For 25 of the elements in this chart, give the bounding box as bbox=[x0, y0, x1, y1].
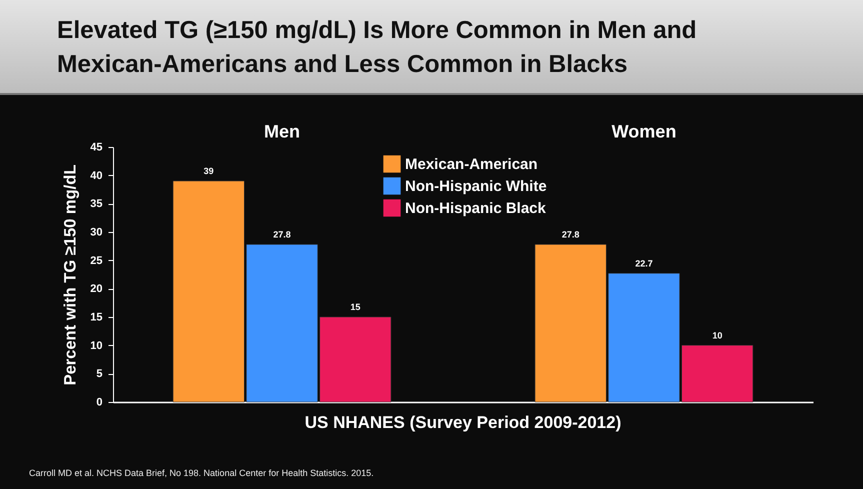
legend-label: Non-Hispanic White bbox=[405, 178, 547, 195]
y-tick-label: 30 bbox=[90, 226, 102, 238]
x-tick-label: Women bbox=[612, 122, 676, 142]
data-label: 15 bbox=[350, 302, 360, 312]
y-tick-label: 20 bbox=[90, 283, 102, 296]
y-tick-label: 45 bbox=[90, 142, 102, 154]
x-tick-label: Men bbox=[264, 122, 300, 142]
data-label: 10 bbox=[712, 330, 722, 340]
data-label: 22.7 bbox=[635, 258, 653, 268]
text: Carroll MD et al. NCHS Data Brief, No 198. National Center for Health Statistics. 2015. bbox=[29, 468, 374, 478]
y-tick-label: 40 bbox=[90, 170, 102, 182]
y-axis-title: Percent with TG ≥150 mg/dL bbox=[61, 164, 80, 386]
legend-label: Non-Hispanic Black bbox=[405, 200, 547, 217]
y-tick-label: 15 bbox=[90, 312, 102, 324]
y-tick-label: 5 bbox=[96, 368, 102, 380]
legend-label: Mexican-American bbox=[405, 156, 538, 173]
x-axis-title: US NHANES (Survey Period 2009-2012) bbox=[304, 413, 622, 432]
y-tick-label: 0 bbox=[96, 396, 102, 408]
y-tick-label: 25 bbox=[90, 254, 102, 267]
y-tick-label: 10 bbox=[90, 340, 102, 352]
y-tick-label: 35 bbox=[90, 198, 102, 210]
data-label: 27.8 bbox=[273, 229, 291, 240]
chart-title: Elevated TG (≥150 mg/dL) Is More Common in Men and Mexican-Americans and Less Common in Blacks bbox=[57, 16, 698, 80]
data-label: 39 bbox=[204, 166, 214, 176]
data-label: 27.8 bbox=[562, 229, 580, 240]
